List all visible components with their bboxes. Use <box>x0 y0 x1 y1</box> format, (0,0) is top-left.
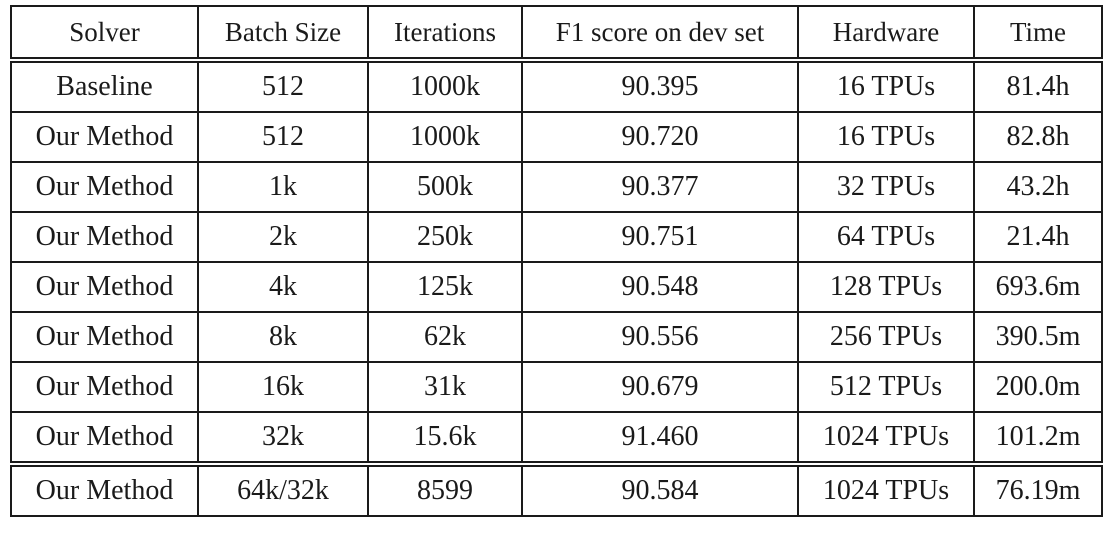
results-table: Solver Batch Size Iterations F1 score on… <box>10 5 1103 517</box>
cell-hardware: 16 TPUs <box>797 111 975 163</box>
table-row: Our Method 4k 125k 90.548 128 TPUs 693.6… <box>10 261 1103 313</box>
table-row: Baseline 512 1000k 90.395 16 TPUs 81.4h <box>10 59 1103 113</box>
cell-batch-size: 2k <box>197 211 369 263</box>
cell-time: 76.19m <box>973 461 1103 517</box>
cell-f1-score: 90.751 <box>521 211 799 263</box>
cell-hardware: 512 TPUs <box>797 361 975 413</box>
cell-solver: Our Method <box>10 461 199 517</box>
cell-iterations: 1000k <box>367 111 523 163</box>
cell-solver: Our Method <box>10 211 199 263</box>
cell-batch-size: 8k <box>197 311 369 363</box>
cell-f1-score: 90.720 <box>521 111 799 163</box>
cell-f1-score: 90.395 <box>521 59 799 113</box>
table-row: Our Method 1k 500k 90.377 32 TPUs 43.2h <box>10 161 1103 213</box>
cell-hardware: 1024 TPUs <box>797 411 975 465</box>
cell-hardware: 1024 TPUs <box>797 461 975 517</box>
cell-batch-size: 64k/32k <box>197 461 369 517</box>
cell-iterations: 8599 <box>367 461 523 517</box>
cell-iterations: 62k <box>367 311 523 363</box>
cell-time: 81.4h <box>973 59 1103 113</box>
header-solver: Solver <box>10 5 199 63</box>
cell-time: 43.2h <box>973 161 1103 213</box>
cell-batch-size: 16k <box>197 361 369 413</box>
table-body: Baseline 512 1000k 90.395 16 TPUs 81.4h … <box>10 59 1103 517</box>
cell-hardware: 128 TPUs <box>797 261 975 313</box>
cell-iterations: 15.6k <box>367 411 523 465</box>
table-row: Our Method 2k 250k 90.751 64 TPUs 21.4h <box>10 211 1103 263</box>
cell-hardware: 256 TPUs <box>797 311 975 363</box>
cell-time: 390.5m <box>973 311 1103 363</box>
table-header: Solver Batch Size Iterations F1 score on… <box>10 5 1103 63</box>
cell-f1-score: 90.548 <box>521 261 799 313</box>
cell-iterations: 125k <box>367 261 523 313</box>
cell-solver: Baseline <box>10 59 199 113</box>
cell-hardware: 16 TPUs <box>797 59 975 113</box>
header-batch-size: Batch Size <box>197 5 369 63</box>
header-time: Time <box>973 5 1103 63</box>
cell-batch-size: 32k <box>197 411 369 465</box>
cell-f1-score: 90.556 <box>521 311 799 363</box>
cell-hardware: 64 TPUs <box>797 211 975 263</box>
header-hardware: Hardware <box>797 5 975 63</box>
cell-f1-score: 90.584 <box>521 461 799 517</box>
final-table-row: Our Method 64k/32k 8599 90.584 1024 TPUs… <box>10 461 1103 517</box>
cell-solver: Our Method <box>10 361 199 413</box>
cell-iterations: 250k <box>367 211 523 263</box>
table-row: Our Method 512 1000k 90.720 16 TPUs 82.8… <box>10 111 1103 163</box>
cell-f1-score: 91.460 <box>521 411 799 465</box>
cell-iterations: 31k <box>367 361 523 413</box>
cell-batch-size: 1k <box>197 161 369 213</box>
cell-time: 200.0m <box>973 361 1103 413</box>
cell-iterations: 500k <box>367 161 523 213</box>
table-row: Our Method 8k 62k 90.556 256 TPUs 390.5m <box>10 311 1103 363</box>
table-row: Our Method 16k 31k 90.679 512 TPUs 200.0… <box>10 361 1103 413</box>
cell-time: 82.8h <box>973 111 1103 163</box>
cell-iterations: 1000k <box>367 59 523 113</box>
header-iterations: Iterations <box>367 5 523 63</box>
header-f1-score: F1 score on dev set <box>521 5 799 63</box>
cell-hardware: 32 TPUs <box>797 161 975 213</box>
cell-batch-size: 512 <box>197 111 369 163</box>
cell-time: 101.2m <box>973 411 1103 465</box>
cell-time: 21.4h <box>973 211 1103 263</box>
cell-batch-size: 4k <box>197 261 369 313</box>
table-row: Our Method 32k 15.6k 91.460 1024 TPUs 10… <box>10 411 1103 465</box>
cell-solver: Our Method <box>10 111 199 163</box>
cell-batch-size: 512 <box>197 59 369 113</box>
cell-solver: Our Method <box>10 261 199 313</box>
cell-f1-score: 90.679 <box>521 361 799 413</box>
cell-solver: Our Method <box>10 311 199 363</box>
cell-f1-score: 90.377 <box>521 161 799 213</box>
cell-solver: Our Method <box>10 161 199 213</box>
header-row: Solver Batch Size Iterations F1 score on… <box>10 5 1103 63</box>
cell-time: 693.6m <box>973 261 1103 313</box>
cell-solver: Our Method <box>10 411 199 465</box>
